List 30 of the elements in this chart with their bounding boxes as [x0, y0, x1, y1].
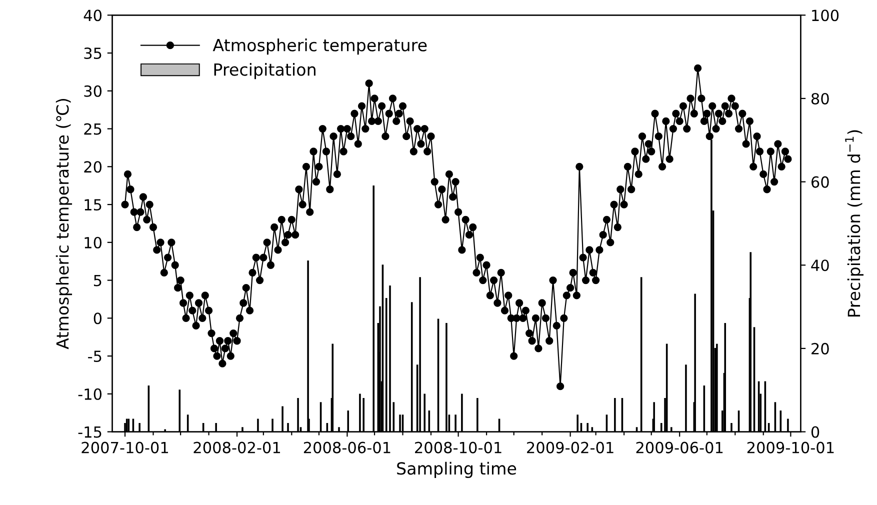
- y2-tick-label: 40: [811, 260, 829, 272]
- y-tick-label: 15: [84, 199, 102, 211]
- legend-label: Precipitation: [214, 62, 316, 80]
- x-tick-label: 2007-10-01: [82, 442, 168, 454]
- y-tick-label: 10: [84, 236, 102, 248]
- legend-label: Atmospheric temperature: [212, 38, 427, 55]
- y-tick-label: 30: [84, 85, 102, 97]
- x-tick-label: 2009-02-01: [527, 442, 614, 454]
- y-tick-label: -15: [78, 426, 102, 438]
- x-tick-label: 2009-10-01: [747, 442, 834, 454]
- y-tick-label: 0: [94, 312, 102, 324]
- y-tick-label: 25: [84, 123, 102, 135]
- y2-axis-title: Precipitation (mm d$^{−1}$): [845, 130, 864, 316]
- x-tick-label: 2008-02-01: [194, 442, 280, 454]
- y-tick-label: 5: [94, 274, 102, 286]
- x-tick-label: 2008-10-01: [415, 442, 502, 454]
- y-axis-title: Atmospheric temperature (℃): [56, 98, 72, 350]
- x-tick-label: 2008-06-01: [304, 442, 390, 454]
- x-tick-label: 2009-06-01: [636, 442, 723, 454]
- y-tick-label: 35: [84, 47, 102, 60]
- x-axis-title: Sampling time: [397, 462, 516, 478]
- y2-tick-label: 0: [811, 426, 820, 438]
- y2-tick-label: 60: [811, 176, 829, 188]
- y-tick-label: -10: [78, 388, 102, 400]
- y2-tick-label: 100: [812, 10, 839, 22]
- y2-tick-label: 20: [812, 342, 829, 354]
- y2-tick-label: 80: [811, 92, 829, 104]
- y-tick-label: 40: [84, 10, 102, 22]
- y-tick-label: -5: [88, 350, 102, 362]
- y-tick-label: 20: [84, 161, 102, 173]
